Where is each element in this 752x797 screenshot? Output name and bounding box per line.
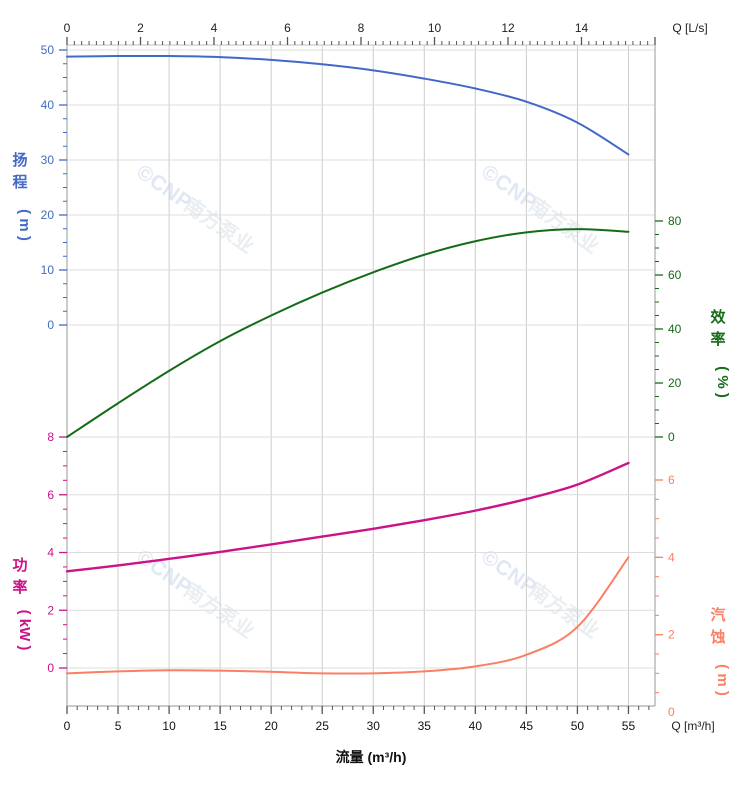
axis-title-power-unit: ( kW ) <box>16 610 33 651</box>
axis-unit-q-ls: Q [L/s] <box>672 21 707 35</box>
tick-label-efficiency: 20 <box>668 376 682 390</box>
tick-label-npsh: 6 <box>668 473 675 487</box>
tick-label-bottom: 50 <box>571 719 585 733</box>
tick-label-head: 10 <box>41 263 55 277</box>
axis-top-q-ls: 0 2 4 6 8 10 12 14 Q [L/s] <box>64 21 708 45</box>
curve-npsh <box>66 556 630 675</box>
tick-label-bottom: 5 <box>115 719 122 733</box>
curve-head <box>66 54 630 156</box>
tick-label-top: 0 <box>64 21 71 35</box>
tick-label-efficiency: 0 <box>668 430 675 444</box>
tick-label-bottom: 15 <box>213 719 227 733</box>
axis-head: 0 10 20 30 40 50 <box>41 43 67 332</box>
axis-title-npsh-char: 蚀 <box>709 628 725 646</box>
tick-label-head: 0 <box>47 318 54 332</box>
axis-title-efficiency: 效率 ( % ) <box>710 308 731 398</box>
axis-title-power-char: 率 <box>12 578 27 596</box>
curve-layer <box>65 54 630 675</box>
axis-power: 0 2 4 6 8 <box>47 430 67 675</box>
tick-label-power: 0 <box>47 661 54 675</box>
tick-label-npsh: 0 <box>668 705 675 719</box>
watermark-brand: 南方泵业 <box>525 193 604 259</box>
axis-title-head-unit: ( m ) <box>16 209 33 241</box>
axis-title-npsh-char: 汽 <box>710 606 725 624</box>
axis-unit-q-m3h: Q [m³/h] <box>671 719 714 733</box>
watermark-brand: 南方泵业 <box>180 193 259 259</box>
tick-label-power: 2 <box>47 603 54 617</box>
tick-label-efficiency: 60 <box>668 268 682 282</box>
tick-label-bottom: 35 <box>418 719 432 733</box>
axis-title-npsh: 汽蚀 ( m ) <box>709 606 731 696</box>
tick-label-head: 30 <box>41 153 55 167</box>
tick-label-bottom: 45 <box>520 719 534 733</box>
tick-label-bottom: 0 <box>64 719 71 733</box>
axis-title-power: 功率 ( kW ) <box>12 557 33 650</box>
axis-title-head: 扬程 ( m ) <box>12 151 33 241</box>
axis-title-power-char: 功 <box>12 557 27 574</box>
axis-title-efficiency-unit: ( % ) <box>714 366 731 398</box>
tick-label-npsh: 4 <box>668 550 675 564</box>
axis-title-efficiency-char: 效 <box>710 308 726 326</box>
tick-label-head: 50 <box>41 43 55 57</box>
tick-label-head: 20 <box>41 208 55 222</box>
axis-title-head-char: 扬 <box>12 151 27 169</box>
axis-title-npsh-unit: ( m ) <box>714 664 731 696</box>
tick-label-bottom: 30 <box>367 719 381 733</box>
tick-label-top: 12 <box>501 21 515 35</box>
tick-label-efficiency: 80 <box>668 214 682 228</box>
tick-label-top: 2 <box>137 21 144 35</box>
tick-label-bottom: 20 <box>264 719 278 733</box>
tick-label-power: 6 <box>47 488 54 502</box>
tick-label-bottom: 10 <box>162 719 176 733</box>
tick-label-top: 8 <box>358 21 365 35</box>
tick-label-top: 14 <box>575 21 589 35</box>
tick-label-efficiency: 40 <box>668 322 682 336</box>
tick-label-top: 6 <box>284 21 291 35</box>
tick-label-top: 10 <box>428 21 442 35</box>
tick-label-top: 4 <box>211 21 218 35</box>
curve-efficiency <box>66 228 630 438</box>
tick-label-npsh: 2 <box>668 628 675 642</box>
tick-label-bottom: 55 <box>622 719 636 733</box>
tick-label-power: 8 <box>47 430 54 444</box>
curve-power <box>65 461 630 573</box>
axis-efficiency: 0 20 40 60 80 <box>655 214 682 444</box>
axis-bottom-q-m3h: 0 5 10 15 20 25 30 35 40 45 50 55 Q [m³/h] 流量 (m³/h) <box>64 706 715 765</box>
tick-label-head: 40 <box>41 98 55 112</box>
axis-npsh: 0 2 4 6 <box>655 473 675 719</box>
axis-title-head-char: 程 <box>12 174 27 191</box>
axis-title-efficiency-char: 率 <box>710 330 725 348</box>
tick-label-power: 4 <box>47 546 54 560</box>
tick-label-bottom: 25 <box>316 719 330 733</box>
tick-label-bottom: 40 <box>469 719 483 733</box>
axis-title-flow: 流量 (m³/h) <box>336 749 407 765</box>
